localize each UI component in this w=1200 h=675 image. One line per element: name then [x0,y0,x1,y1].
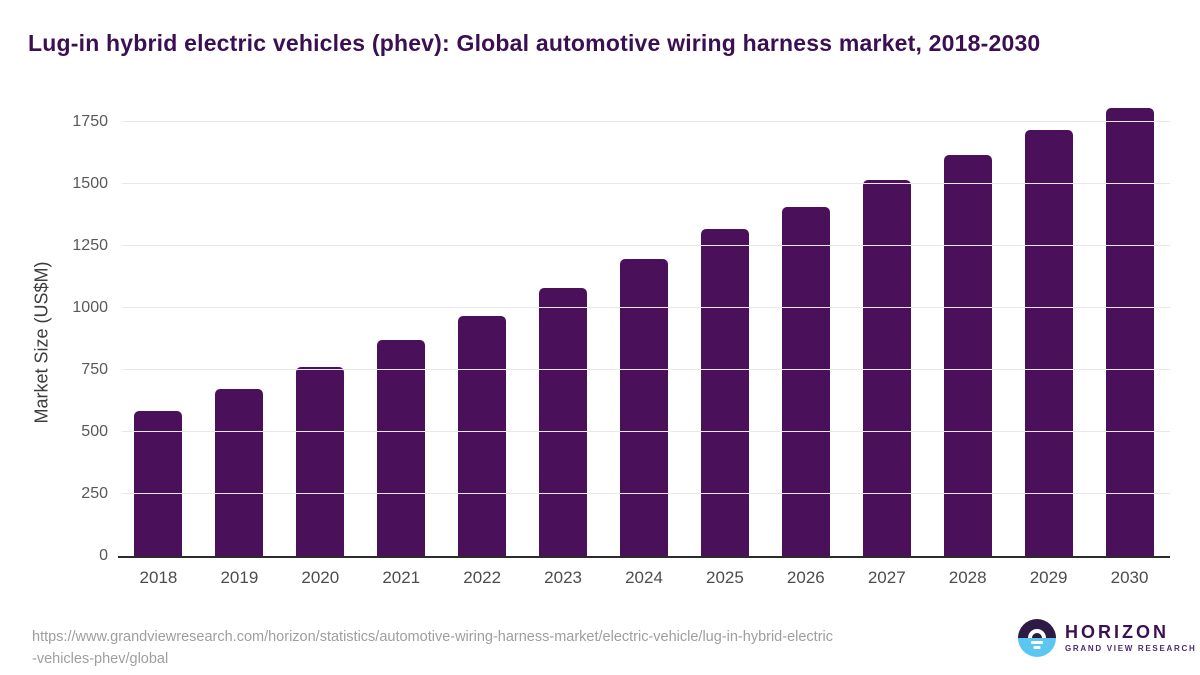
bar-2023 [539,288,588,556]
x-label-2030: 2030 [1110,568,1149,587]
source-url-line2: -vehicles-phev/global [32,651,169,667]
bar-2030 [1105,108,1154,556]
horizon-sun-icon [1018,619,1056,657]
bar-2019 [215,389,264,556]
y-tick-250: 250 [81,484,108,502]
x-label-2018: 2018 [139,568,178,587]
gridline-1500 [122,182,1170,184]
x-label-2027: 2027 [867,568,906,587]
bar-slot-2026 [765,96,846,556]
bar-slot-2021 [361,96,442,556]
bar-slot-2023 [523,96,604,556]
bar-2021 [377,339,426,556]
y-tick-1500: 1500 [72,174,108,192]
logo-tagline: GRAND VIEW RESEARCH [1065,644,1197,653]
bar-2028 [943,155,992,556]
bar-2025 [700,229,749,556]
gridline-250 [122,492,1170,494]
y-axis-label: Market Size (US$M) [31,261,52,424]
gridline-1000 [122,306,1170,308]
bar-slot-2027 [846,96,927,556]
bar-2018 [134,410,183,556]
bar-slot-2020 [280,96,361,556]
gridline-1250 [122,244,1170,246]
y-tick-750: 750 [81,360,108,378]
y-tick-500: 500 [81,422,108,440]
bar-slot-2028 [927,96,1008,556]
bar-2029 [1024,130,1073,556]
gridline-500 [122,430,1170,432]
x-label-2028: 2028 [948,568,987,587]
logo-name: HORIZON [1065,622,1169,642]
bar-slot-2018 [118,96,199,556]
bar-2020 [296,366,345,556]
gridline-1750 [122,120,1170,122]
y-tick-0: 0 [99,547,108,564]
bar-slot-2022 [442,96,523,556]
bar-2022 [458,316,507,556]
x-label-2021: 2021 [382,568,421,587]
source-url: https://www.grandviewresearch.com/horizo… [32,626,833,670]
plot-area: 0 250 500 750 1000 1250 1500 1750 [72,96,1170,564]
bar-2026 [781,206,830,556]
chart-title: Lug-in hybrid electric vehicles (phev): … [28,30,1041,56]
bar-slot-2030 [1089,96,1170,556]
x-label-2029: 2029 [1029,568,1068,587]
y-tick-1750: 1750 [72,112,108,130]
x-label-2025: 2025 [706,568,744,587]
x-label-2020: 2020 [301,568,340,587]
y-tick-1250: 1250 [72,236,108,254]
x-label-2026: 2026 [786,568,825,587]
x-label-2022: 2022 [463,568,502,587]
source-url-line1: https://www.grandviewresearch.com/horizo… [32,629,834,645]
bar-2024 [619,259,668,556]
x-label-2024: 2024 [625,568,663,587]
horizon-logo: HORIZON GRAND VIEW RESEARCH [1018,619,1196,657]
bar-slot-2019 [199,96,280,556]
x-label-2019: 2019 [220,568,259,587]
x-axis-labels: 2018 2019 2020 2021 2022 2023 2024 2025 2026 2027… [118,568,1170,588]
gridline-750 [122,368,1170,370]
bar-slot-2029 [1008,96,1089,556]
x-label-2023: 2023 [544,568,582,587]
bar-slot-2025 [684,96,765,556]
bar-series [118,96,1170,556]
bar-slot-2024 [604,96,685,556]
y-tick-1000: 1000 [72,298,108,316]
